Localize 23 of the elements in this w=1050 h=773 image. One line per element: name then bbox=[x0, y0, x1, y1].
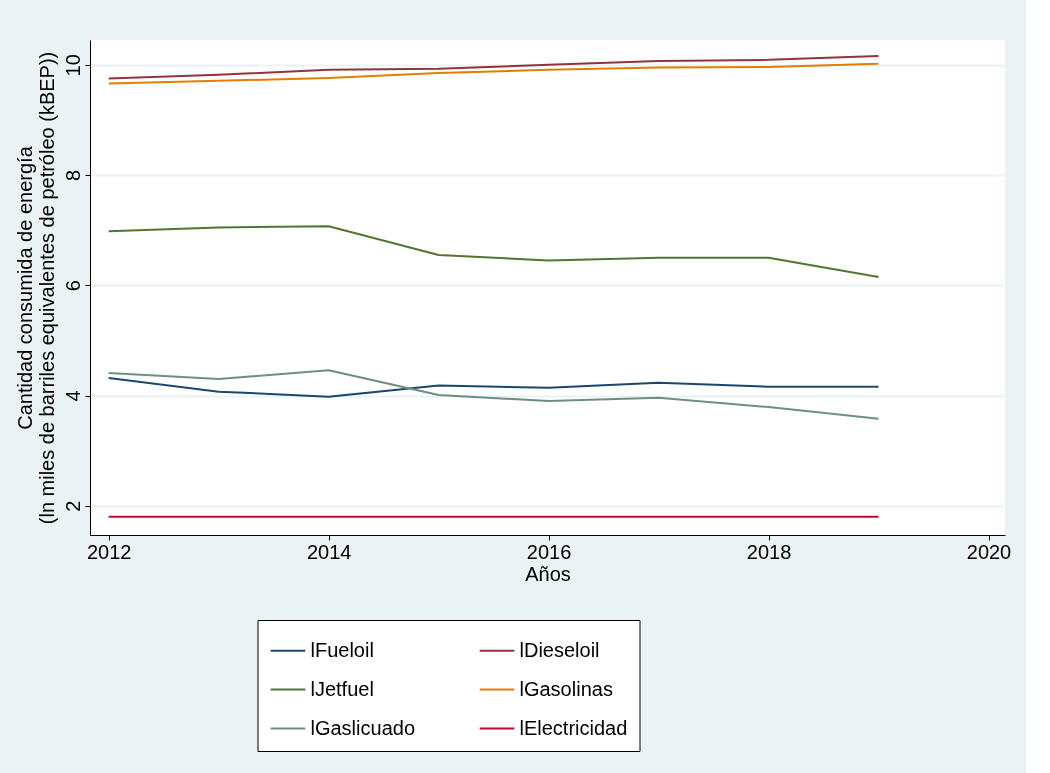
legend-label: lElectricidad bbox=[519, 716, 628, 739]
x-axis-title: Años bbox=[525, 562, 571, 585]
line-series bbox=[107, 62, 880, 85]
x-tick-label: 2018 bbox=[746, 540, 792, 563]
line-series bbox=[107, 369, 880, 420]
legend-label: lGasolinas bbox=[519, 677, 613, 700]
line-series bbox=[107, 54, 880, 80]
y-tick-label: 10 bbox=[61, 54, 84, 77]
y-tick-label: 8 bbox=[61, 169, 84, 182]
x-tick-label: 2012 bbox=[86, 540, 132, 563]
y-tick-label: 4 bbox=[61, 390, 84, 402]
y-axis-title: Cantidad consumida de energía (ln miles de barriles equivalentes de petróleo (kBEP)) bbox=[13, 51, 58, 525]
y-tick-label: 6 bbox=[61, 280, 84, 292]
legend-label: lGaslicuado bbox=[310, 716, 416, 739]
legend-label: lFueloil bbox=[310, 638, 374, 661]
line-series bbox=[107, 225, 880, 279]
y-tick-label: 2 bbox=[61, 500, 84, 512]
x-tick-label: 2020 bbox=[966, 540, 1012, 563]
legend-label: lJetfuel bbox=[310, 677, 374, 700]
legend-label: lDieseloil bbox=[519, 638, 600, 661]
x-tick-label: 2016 bbox=[526, 540, 572, 563]
x-tick-label: 2014 bbox=[306, 540, 352, 563]
line-series bbox=[107, 376, 880, 398]
